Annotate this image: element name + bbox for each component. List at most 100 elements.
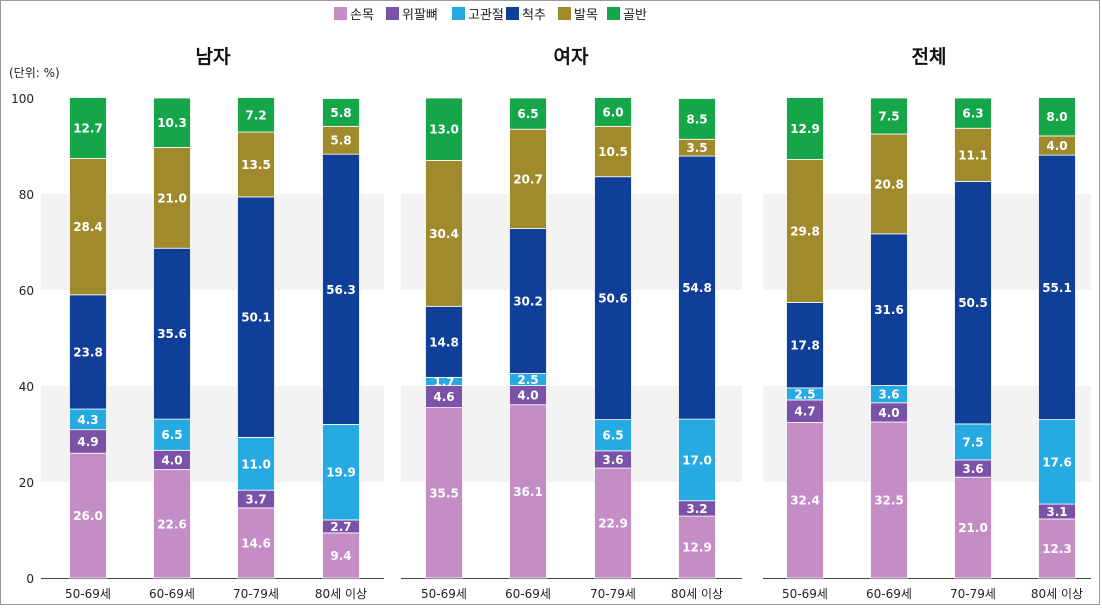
data-label: 22.6 (157, 517, 187, 531)
legend-label: 골반 (623, 8, 647, 23)
legend-swatch (452, 7, 465, 20)
data-label: 7.2 (245, 108, 266, 122)
data-label: 20.8 (874, 177, 904, 191)
panel-title: 여자 (554, 46, 589, 68)
chart-panels: 남자 26.0 4.9 4.3 23.8 28.4 12.7 50-69세 22.6 4.0 6.5… (41, 46, 1091, 601)
data-label: 4.0 (1046, 139, 1067, 153)
data-label: 4.7 (794, 405, 815, 419)
data-label: 13.5 (241, 158, 271, 172)
x-tick-label: 50-69세 (65, 587, 111, 601)
x-tick-label: 50-69세 (421, 587, 467, 601)
data-label: 6.0 (602, 105, 623, 119)
y-tick-label: 60 (19, 284, 34, 298)
data-label: 12.9 (682, 541, 712, 555)
legend-item: 손목 (334, 7, 374, 23)
data-label: 35.5 (429, 486, 459, 500)
y-tick-label: 40 (19, 380, 34, 394)
data-label: 4.0 (878, 406, 899, 420)
data-label: 11.1 (958, 148, 988, 162)
x-tick-label: 70-79세 (950, 587, 996, 601)
legend-label: 고관절 (468, 8, 504, 23)
data-label: 28.4 (73, 220, 103, 234)
data-label: 4.6 (433, 390, 454, 404)
data-label: 56.3 (326, 283, 356, 297)
data-label: 20.7 (513, 172, 543, 186)
data-label: 19.9 (326, 466, 356, 480)
x-tick-label: 80세 이상 (671, 587, 723, 601)
legend-swatch (558, 7, 571, 20)
legend-label: 발목 (574, 8, 598, 23)
data-label: 2.5 (794, 387, 815, 401)
data-label: 30.2 (513, 295, 543, 309)
data-label: 5.8 (330, 134, 351, 148)
x-tick-label: 50-69세 (782, 587, 828, 601)
data-label: 4.3 (77, 413, 98, 427)
data-label: 29.8 (790, 224, 820, 238)
legend-item: 골반 (607, 7, 647, 23)
data-label: 3.6 (878, 388, 899, 402)
data-label: 14.6 (241, 536, 271, 550)
data-label: 32.4 (790, 494, 820, 508)
data-label: 5.8 (330, 106, 351, 120)
data-label: 6.3 (962, 107, 983, 121)
data-label: 6.5 (517, 107, 538, 121)
data-label: 17.6 (1042, 455, 1072, 469)
legend: 손목 위팔뼈 고관절 척추 발목 골반 (334, 7, 647, 23)
panel: 남자 26.0 4.9 4.3 23.8 28.4 12.7 50-69세 22.6 4.0 6.5… (41, 46, 384, 601)
data-label: 14.8 (429, 335, 459, 349)
data-label: 35.6 (157, 327, 187, 341)
x-tick-label: 70-79세 (590, 587, 636, 601)
legend-item: 발목 (558, 7, 598, 23)
y-tick-label: 0 (26, 572, 34, 586)
panel-title: 남자 (196, 46, 231, 68)
legend-swatch (506, 7, 519, 20)
data-label: 4.9 (77, 435, 98, 449)
data-label: 2.7 (330, 520, 351, 534)
unit-label: (단위: %) (9, 66, 60, 80)
data-label: 50.6 (598, 292, 628, 306)
x-tick-label: 70-79세 (233, 587, 279, 601)
legend-label: 위팔뼈 (402, 8, 438, 23)
data-label: 21.0 (958, 521, 988, 535)
data-label: 9.4 (330, 549, 351, 563)
data-label: 8.0 (1046, 110, 1067, 124)
y-tick-label: 80 (19, 188, 34, 202)
data-label: 6.5 (602, 429, 623, 443)
data-label: 3.5 (686, 141, 707, 155)
x-tick-label: 80세 이상 (1031, 587, 1083, 601)
legend-swatch (607, 7, 620, 20)
data-label: 2.5 (517, 373, 538, 387)
data-label: 36.1 (513, 485, 543, 499)
data-label: 10.5 (598, 145, 628, 159)
data-label: 11.0 (241, 457, 271, 471)
data-label: 21.0 (157, 191, 187, 205)
data-label: 3.1 (1046, 505, 1067, 519)
data-label: 12.7 (73, 122, 103, 136)
x-tick-label: 60-69세 (149, 587, 195, 601)
data-label: 3.2 (686, 502, 707, 516)
data-label: 12.9 (790, 122, 820, 136)
legend-item: 척추 (506, 7, 546, 23)
x-tick-label: 60-69세 (866, 587, 912, 601)
data-label: 10.3 (157, 116, 187, 130)
stacked-bar-chart: 손목 위팔뼈 고관절 척추 발목 골반 (단위: %) 020406080100 남자26… (1, 1, 1101, 606)
data-label: 30.4 (429, 227, 459, 241)
legend-swatch (334, 7, 347, 20)
data-label: 13.0 (429, 123, 459, 137)
data-label: 55.1 (1042, 281, 1072, 295)
data-label: 17.8 (790, 339, 820, 353)
legend-label: 척추 (522, 8, 546, 23)
legend-item: 위팔뼈 (386, 7, 438, 23)
data-label: 50.5 (958, 296, 988, 310)
data-label: 22.9 (598, 517, 628, 531)
panel: 여자35.54.61.714.830.413.050-69세36.14.02.5… (401, 46, 742, 601)
y-tick-label: 100 (11, 92, 34, 106)
data-label: 3.7 (245, 493, 266, 507)
legend-swatch (386, 7, 399, 20)
x-tick-label: 60-69세 (505, 587, 551, 601)
legend-item: 고관절 (452, 7, 504, 23)
data-label: 3.6 (962, 462, 983, 476)
panel: 전체 32.4 4.7 2.5 17.8 29.8 12.9 50-69세 32.5 4.0 3.6… (763, 46, 1091, 601)
y-axis: 0 20 40 60 80 100 (11, 92, 34, 586)
panel-title: 전체 (912, 46, 947, 68)
